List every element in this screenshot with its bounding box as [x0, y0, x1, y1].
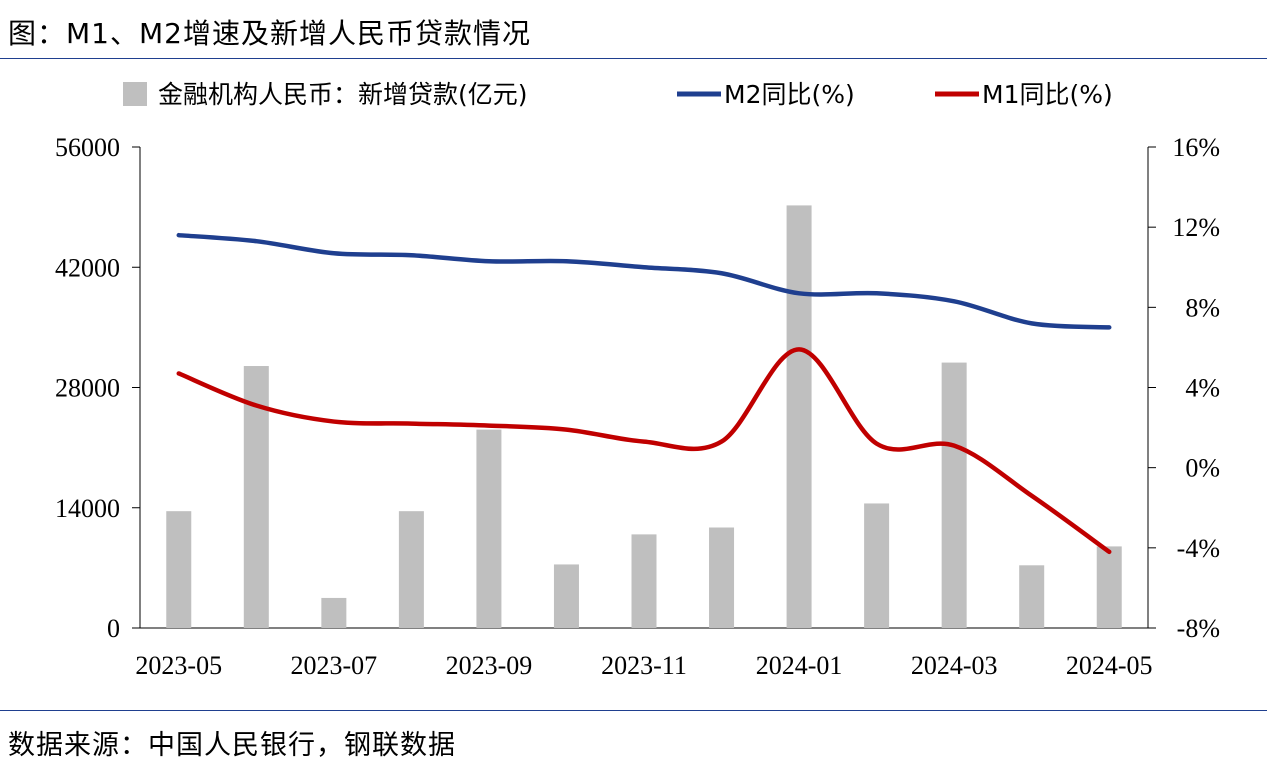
- bar: [709, 527, 735, 628]
- right-tick-label: 0%: [1185, 454, 1220, 483]
- left-tick-label: 28000: [55, 374, 120, 403]
- lines: [176, 232, 1112, 555]
- left-tick-label: 0: [107, 614, 120, 643]
- m1-legend-label: M1同比(%): [982, 80, 1113, 109]
- bar: [1096, 546, 1122, 628]
- x-tick-label: 2023-07: [291, 651, 378, 680]
- source-rule: [0, 710, 1267, 711]
- x-tick-label: 2024-01: [756, 651, 843, 680]
- bar: [553, 564, 579, 628]
- bar: [941, 362, 967, 628]
- x-tick-label: 2023-09: [446, 651, 533, 680]
- legend: 金融机构人民币：新增贷款(亿元) M2同比(%) M1同比(%): [123, 80, 1113, 109]
- bars: [166, 205, 1122, 628]
- bar: [1019, 565, 1045, 628]
- bar: [476, 429, 502, 628]
- m2-line: [176, 232, 1112, 330]
- x-tick-label: 2024-03: [911, 651, 998, 680]
- m2-legend-label: M2同比(%): [724, 80, 855, 109]
- chart: 金融机构人民币：新增贷款(亿元) M2同比(%) M1同比(%) 0 14000 280…: [55, 80, 1220, 680]
- x-tick-label: 2023-11: [601, 651, 687, 680]
- title-rule: [0, 58, 1267, 59]
- m1-line: [176, 347, 1112, 555]
- axes: 0 14000 28000 42000 56000 -8% -4% 0% 4% 8% 12% 16% 2…: [55, 133, 1220, 680]
- right-tick-label: -4%: [1177, 534, 1220, 563]
- right-tick-label: -8%: [1177, 614, 1220, 643]
- source-note: 数据来源：中国人民银行，钢联数据: [8, 730, 456, 761]
- right-tick-label: 4%: [1185, 374, 1220, 403]
- bar: [321, 597, 347, 628]
- x-tick-label: 2024-05: [1066, 651, 1153, 680]
- right-tick-label: 8%: [1185, 293, 1220, 322]
- left-tick-label: 56000: [55, 133, 120, 162]
- bar: [864, 503, 890, 628]
- right-tick-label: 16%: [1172, 133, 1220, 162]
- legend-swatch-bar: [123, 82, 147, 106]
- right-tick-label: 12%: [1172, 213, 1220, 242]
- bar: [786, 205, 812, 628]
- x-tick-label: 2023-05: [135, 651, 222, 680]
- left-tick-label: 14000: [55, 494, 120, 523]
- bar: [631, 534, 657, 628]
- bar: [166, 511, 192, 628]
- legend-label-bar: 金融机构人民币：新增贷款(亿元): [158, 80, 528, 109]
- bar: [398, 511, 424, 628]
- chart-title: 图：M1、M2增速及新增人民币贷款情况: [8, 17, 531, 50]
- left-tick-label: 42000: [55, 253, 120, 282]
